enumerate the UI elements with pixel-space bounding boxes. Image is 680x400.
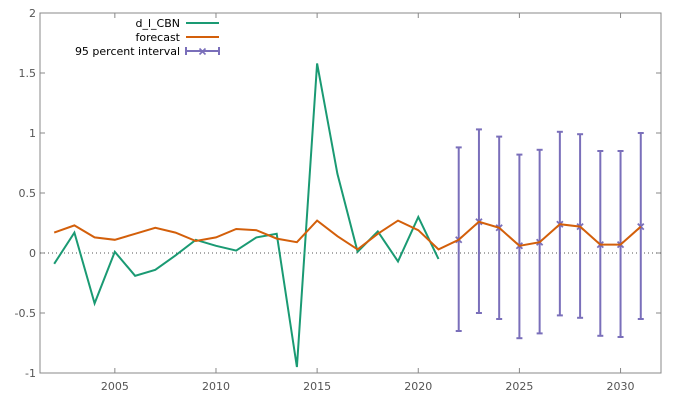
legend-swatch-95-percent-interval <box>185 47 220 56</box>
legend-label-d-l-cbn: d_l_CBN <box>136 17 181 30</box>
legend-label-forecast: forecast <box>136 31 181 44</box>
legend-label-95-percent-interval: 95 percent interval <box>75 45 180 58</box>
series-d-l-cbn <box>53 63 440 368</box>
x-tick-label: 2025 <box>505 380 533 393</box>
series-line-d-l-cbn <box>53 63 440 368</box>
y-tick-label: 1.5 <box>19 67 37 80</box>
x-tick-label: 2005 <box>101 380 129 393</box>
y-tick-label: 0 <box>29 247 36 260</box>
legend: d_l_CBN forecast 95 percent interval <box>75 17 220 58</box>
plot-frame <box>39 12 662 374</box>
interval-bar <box>637 132 645 320</box>
x-tick-label: 2020 <box>404 380 432 393</box>
axes: -1 -0.5 0 0.5 1 1.5 2 2005 2010 2015 2020 2025 2030 <box>15 7 661 393</box>
series-forecast <box>53 219 642 251</box>
x-tick-label: 2010 <box>202 380 230 393</box>
y-tick-label: 0.5 <box>19 187 37 200</box>
series-layer <box>53 63 645 368</box>
x-tick-label: 2015 <box>303 380 331 393</box>
y-tick-label: -0.5 <box>15 307 36 320</box>
series-line-forecast <box>53 219 642 251</box>
y-tick-label: 2 <box>29 7 36 20</box>
y-tick-label: 1 <box>29 127 36 140</box>
x-tick-label: 2030 <box>607 380 635 393</box>
y-tick-label: -1 <box>25 367 36 380</box>
